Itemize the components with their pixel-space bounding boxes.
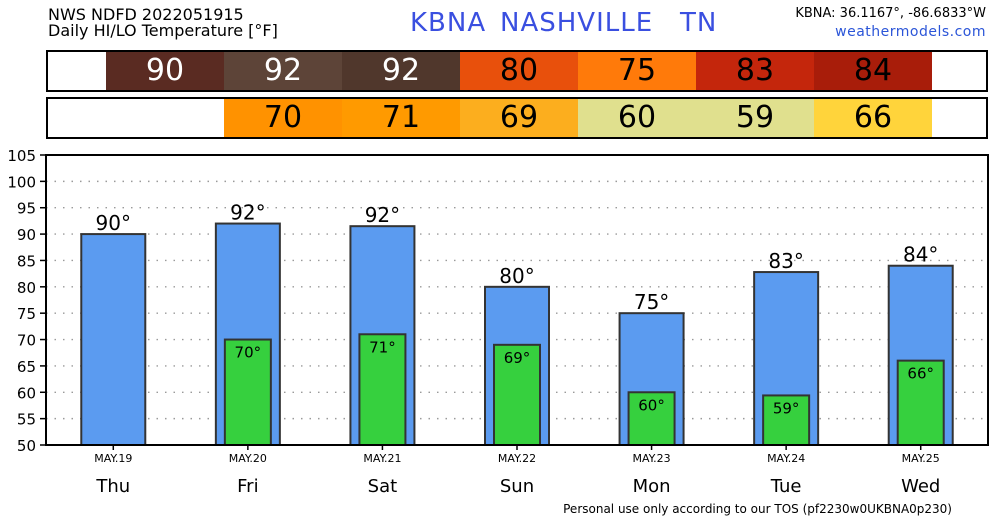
y-tick-label: 100 — [7, 173, 36, 191]
day-label: Mon — [633, 476, 671, 497]
chart-title: Daily HI/LO Temperature [°F] — [48, 21, 278, 40]
hi-bar-label: 92° — [230, 201, 265, 225]
hi-bar-label: 83° — [768, 249, 803, 273]
y-tick-label: 65 — [17, 358, 36, 376]
station-id: KBNA — [410, 8, 487, 38]
date-label: MAY.21 — [363, 452, 401, 465]
hi-bar-label: 90° — [96, 211, 131, 235]
lo-bar — [493, 343, 541, 446]
y-tick-label: 50 — [17, 437, 36, 455]
lo-bar — [627, 391, 676, 447]
lo-bar-label: 69° — [504, 349, 531, 367]
lo-temp-cell-5: 60 — [578, 99, 696, 137]
day-label: Thu — [95, 476, 130, 497]
hi-bar-label: 92° — [365, 203, 400, 227]
city-name: NASHVILLE — [500, 8, 654, 38]
y-tick-label: 90 — [17, 226, 36, 244]
y-tick-label: 60 — [17, 384, 36, 402]
day-label: Fri — [237, 476, 258, 497]
hi-temp-cell-7: 84 — [814, 52, 932, 90]
hi-temp-row: 90 92 92 80 75 83 84 — [46, 50, 988, 92]
lo-bar-label: 70° — [235, 344, 262, 362]
lo-temp-cell-3: 71 — [342, 99, 460, 137]
lo-temp-cell-6: 59 — [696, 99, 814, 137]
footer-note: Personal use only according to our TOS (… — [563, 502, 952, 516]
hi-bar-label: 80° — [499, 264, 534, 288]
lo-temp-cell-2: 70 — [224, 99, 342, 137]
hi-temp-cell-1: 90 — [106, 52, 224, 90]
lo-bar-label: 59° — [773, 399, 800, 417]
hi-bar-label: 84° — [903, 243, 938, 267]
station-coords: KBNA: 36.1167°, -86.6833°W — [795, 6, 986, 21]
lo-temp-cell-4: 69 — [460, 99, 578, 137]
lo-temp-cell-1 — [106, 99, 224, 137]
lo-bar-label: 60° — [638, 396, 665, 414]
day-label: Tue — [770, 476, 802, 497]
hi-temp-cell-5: 75 — [578, 52, 696, 90]
day-label: Sat — [368, 476, 398, 497]
date-label: MAY.20 — [229, 452, 267, 465]
day-label: Wed — [901, 476, 940, 497]
hi-bar — [80, 233, 147, 446]
date-label: MAY.19 — [94, 452, 132, 465]
hi-temp-cell-4: 80 — [460, 52, 578, 90]
lo-temp-cell-7: 66 — [814, 99, 932, 137]
y-tick-label: 85 — [17, 252, 36, 270]
hi-temp-cell-2: 92 — [224, 52, 342, 90]
product-title: NWS NDFD 2022051915 — [48, 5, 244, 24]
y-tick-label: 95 — [17, 200, 36, 218]
date-label: MAY.22 — [498, 452, 536, 465]
date-label: MAY.25 — [902, 452, 940, 465]
y-tick-label: 55 — [17, 411, 36, 429]
y-tick-label: 75 — [17, 305, 36, 323]
date-label: MAY.23 — [632, 452, 670, 465]
date-label: MAY.24 — [767, 452, 805, 465]
temperature-chart: 90° 92°70°92°71°80°69°75°60°83°59°84°66° … — [7, 147, 989, 497]
y-tick-label: 105 — [7, 147, 36, 165]
lo-bar — [223, 338, 272, 446]
day-label: Sun — [500, 476, 534, 497]
y-tick-label: 70 — [17, 332, 36, 350]
lo-bar-label: 66° — [907, 365, 934, 383]
hi-temp-cell-6: 83 — [696, 52, 814, 90]
state-name: TN — [680, 8, 718, 38]
lo-temp-row: 70 71 69 60 59 66 — [46, 97, 988, 139]
y-tick-label: 80 — [17, 279, 36, 297]
site-link[interactable]: weathermodels.com — [835, 24, 986, 40]
hi-bar-label: 75° — [634, 290, 669, 314]
hi-temp-cell-3: 92 — [342, 52, 460, 90]
lo-bar-label: 71° — [369, 338, 396, 356]
lo-bar — [896, 359, 945, 446]
plot-frame — [45, 154, 989, 446]
